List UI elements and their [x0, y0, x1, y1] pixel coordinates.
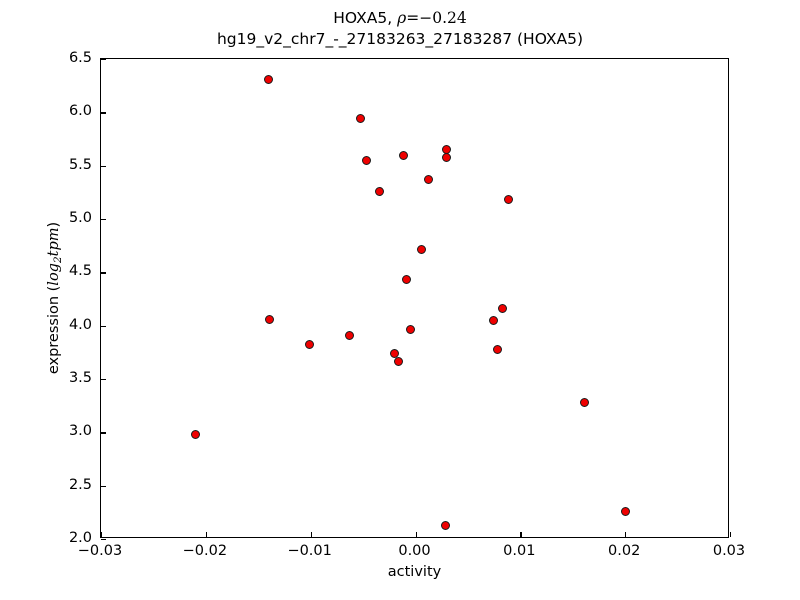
data-point	[394, 357, 404, 367]
y-tick	[101, 59, 106, 61]
y-tick-label: 3.5	[68, 370, 92, 386]
y-tick	[101, 432, 106, 434]
data-point	[504, 195, 514, 205]
chart-title-rho-value: −0.24	[419, 9, 467, 27]
y-tick	[101, 272, 106, 274]
x-tick	[520, 532, 522, 537]
data-point	[190, 429, 200, 439]
data-point	[405, 325, 415, 335]
x-tick	[101, 532, 103, 537]
data-point	[492, 344, 502, 354]
x-tick-label: 0.03	[712, 543, 746, 559]
data-point	[264, 74, 274, 84]
chart-title-line-1: HOXA5, ρ=−0.24	[0, 8, 800, 29]
x-tick-label: −0.03	[77, 543, 123, 559]
y-tick	[101, 379, 106, 381]
chart-title-line-2: hg19_v2_chr7_-_27183263_27183287 (HOXA5)	[216, 30, 584, 48]
y-tick	[101, 539, 106, 541]
data-point	[417, 245, 427, 255]
plot-axes-frame	[100, 58, 732, 541]
y-tick-label: 4.5	[68, 263, 92, 280]
y-tick-label: 6.5	[68, 50, 92, 66]
chart-title-equals: =	[406, 9, 420, 27]
y-tick-label: 4.0	[68, 316, 92, 333]
y-axis-label-suffix: )	[46, 221, 62, 228]
y-tick	[101, 165, 106, 167]
data-point	[401, 275, 411, 285]
x-tick-label: −0.02	[182, 543, 228, 559]
y-tick	[101, 219, 106, 221]
data-point	[442, 152, 452, 162]
x-axis-label: activity	[387, 564, 442, 580]
chart-title-rho-symbol: ρ	[397, 9, 407, 27]
data-point	[423, 175, 433, 185]
y-tick-label: 6.0	[68, 103, 92, 120]
x-tick	[730, 532, 732, 537]
data-point	[356, 114, 366, 124]
data-point	[498, 304, 507, 314]
y-tick	[101, 112, 106, 114]
y-tick	[101, 325, 106, 327]
y-tick	[101, 485, 106, 487]
y-axis-label-log: log	[46, 263, 62, 286]
x-tick	[310, 532, 312, 537]
data-point	[488, 315, 498, 325]
y-tick-label: 2.5	[68, 476, 92, 493]
data-point	[344, 330, 354, 340]
data-point	[620, 506, 630, 516]
data-point	[361, 155, 371, 165]
x-tick	[205, 532, 208, 537]
data-point	[579, 397, 589, 407]
y-tick-label: 5.5	[68, 156, 92, 173]
plot-data-area	[101, 59, 728, 537]
y-axis-label: expression (log2tpm)	[46, 58, 64, 538]
x-tick-label: −0.01	[287, 543, 332, 559]
y-axis-label-subscript: 2	[51, 256, 64, 264]
chart-title-gene: HOXA5,	[333, 9, 398, 27]
data-point	[390, 348, 400, 358]
y-tick-label: 5.0	[68, 210, 92, 226]
y-axis-label-unit: tpm	[46, 227, 62, 257]
x-tick	[625, 532, 627, 537]
chart-title: HOXA5, ρ=−0.24 hg19_v2_chr7_-_27183263_2…	[0, 8, 800, 50]
data-point	[441, 520, 451, 530]
x-tick	[415, 532, 417, 537]
y-axis-label-prefix: expression (	[46, 285, 62, 375]
x-tick-label: 0.00	[398, 543, 431, 559]
y-tick-label: 3.0	[68, 423, 92, 440]
x-tick-label: 0.01	[503, 543, 536, 559]
y-tick-label: 2.0	[68, 530, 92, 546]
x-tick-label: 0.02	[608, 543, 641, 559]
data-point	[375, 186, 385, 196]
data-point	[399, 150, 409, 160]
data-point	[305, 340, 315, 350]
data-point	[265, 314, 275, 324]
